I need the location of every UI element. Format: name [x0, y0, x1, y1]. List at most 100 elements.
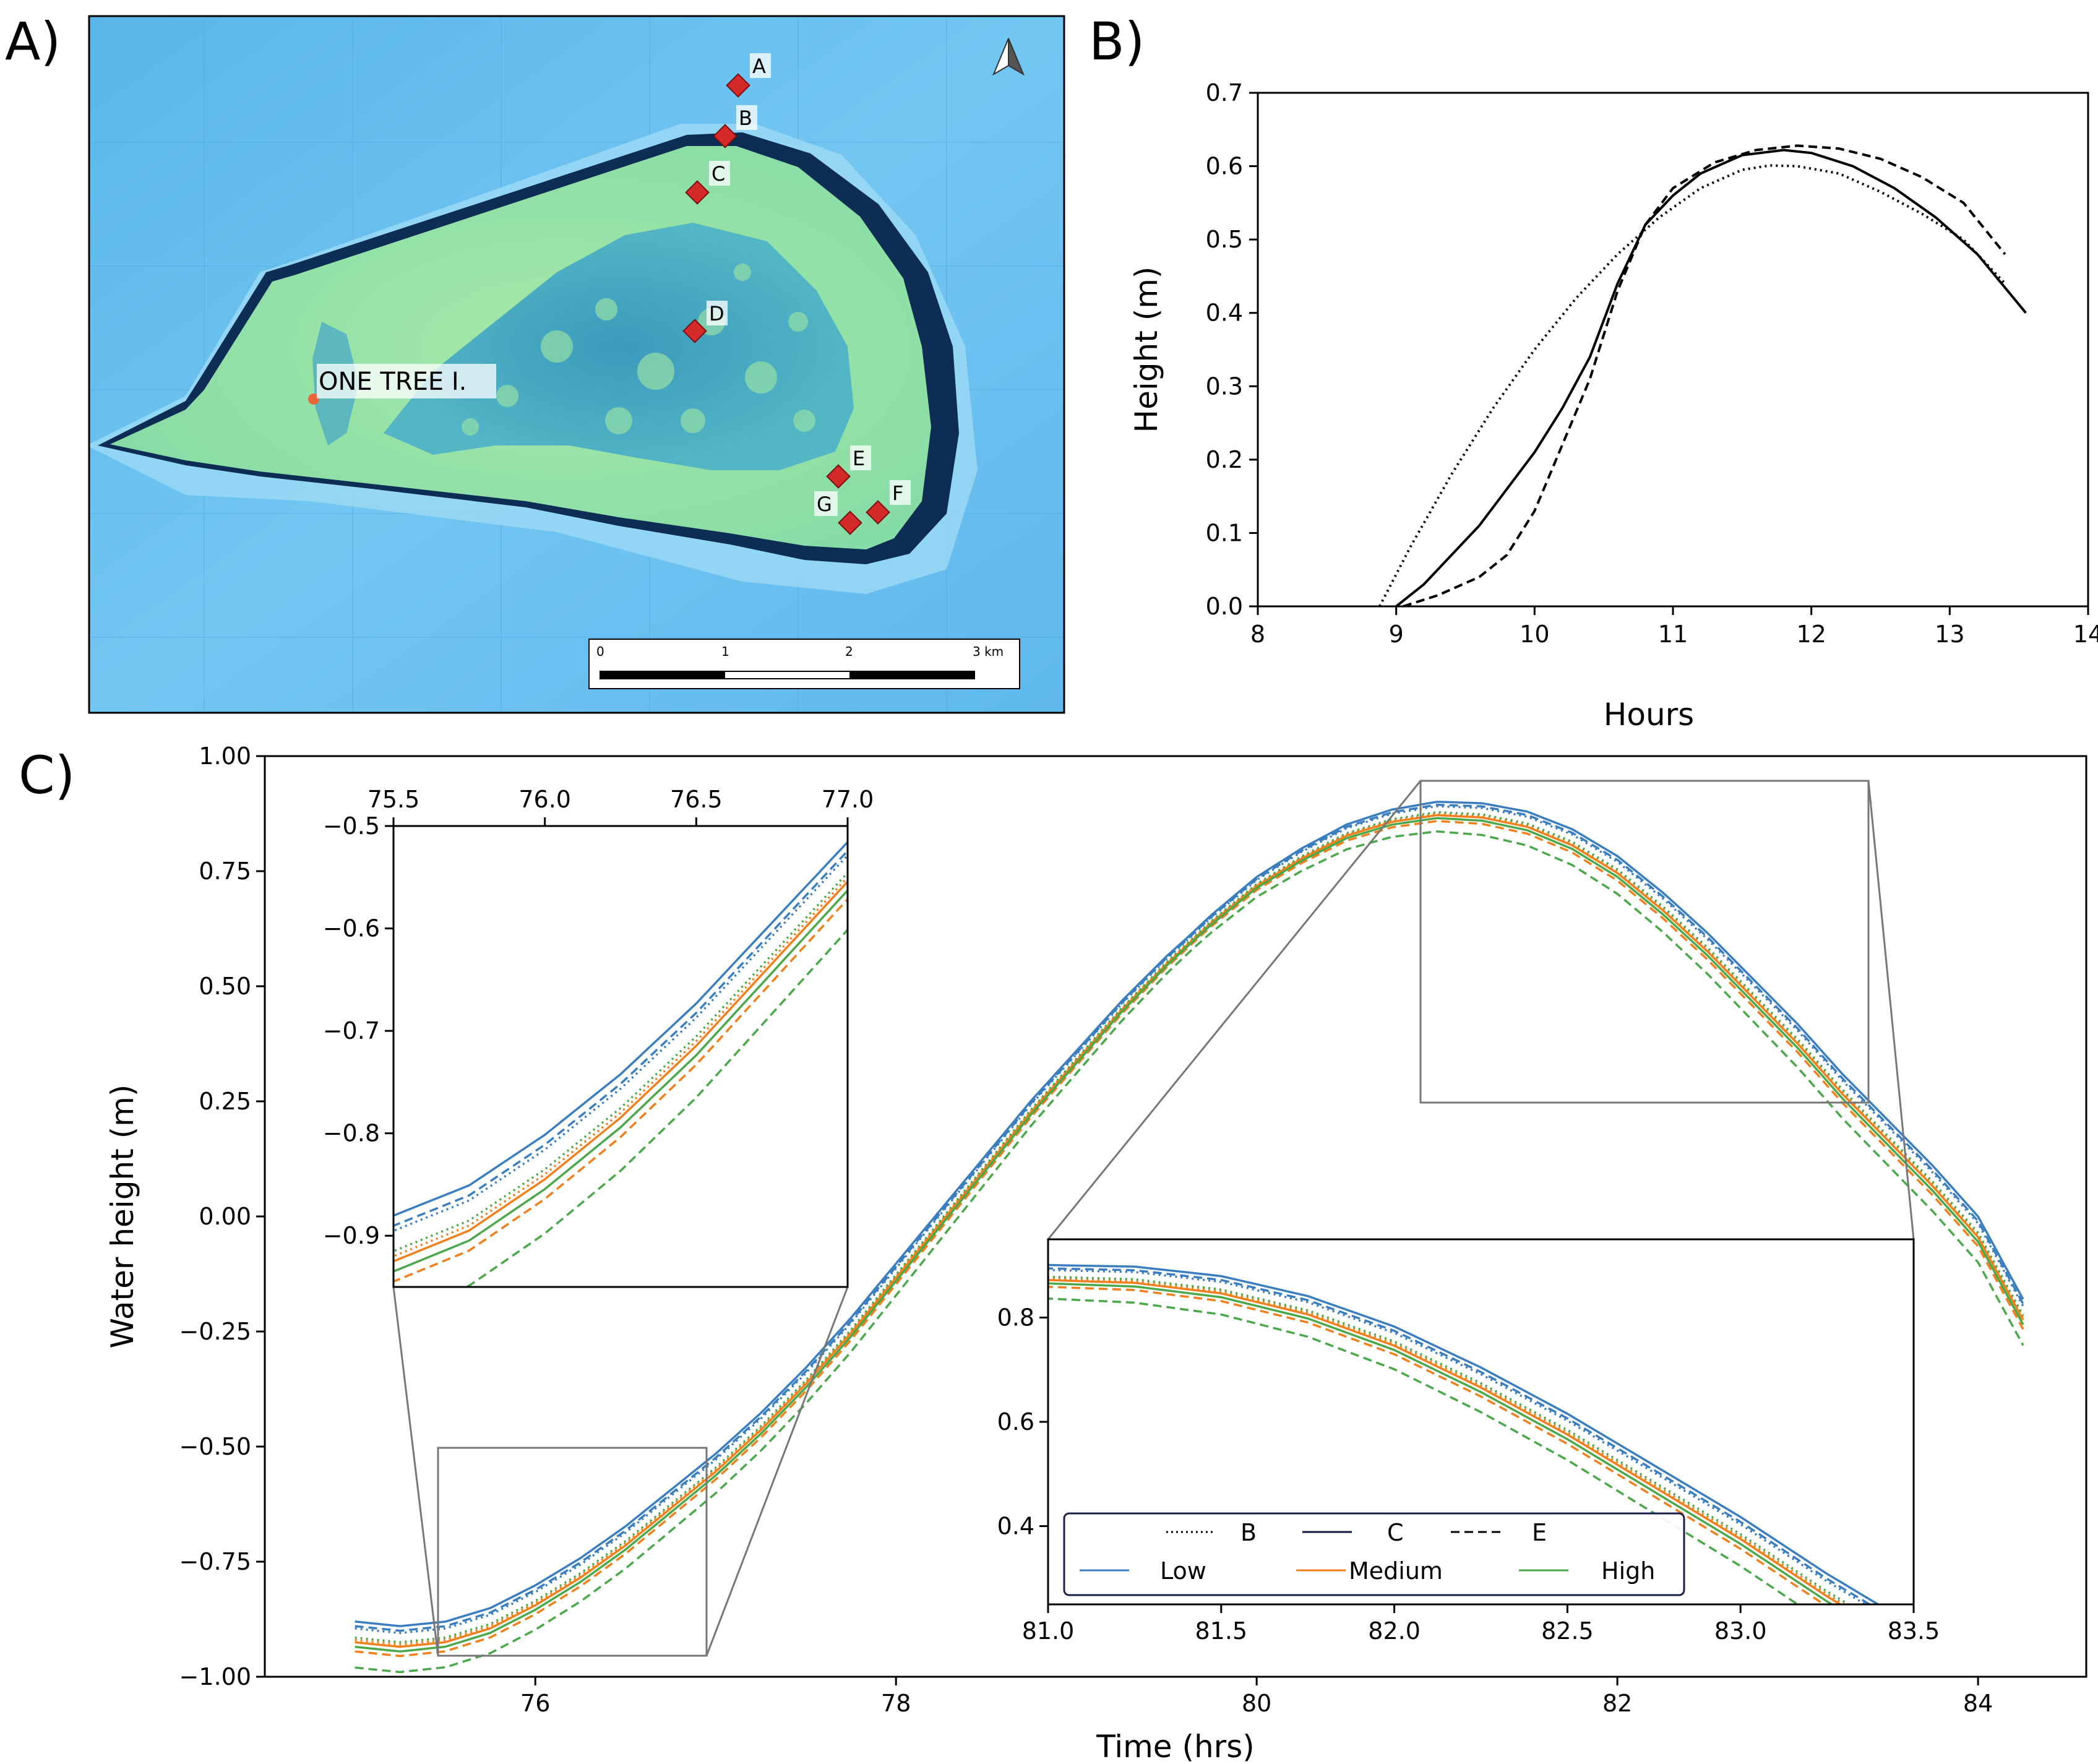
il-ticks-xtick-label: 77.0 [822, 786, 874, 813]
island-label: ONE TREE I. [319, 368, 466, 396]
chart-c: 76 78 80 82 84 −1.00 −0.75 −0.50 −0.25 0.00 0.25 0.… [105, 742, 2087, 1764]
chart-b-ytick-label: 0.1 [1206, 519, 1243, 546]
series-medium-c [355, 814, 2024, 1648]
chart-b-xtick-label: 10 [1520, 621, 1549, 648]
series-high-b [355, 811, 2024, 1643]
inset-right-series [1048, 1263, 1880, 1604]
series-high-c [1048, 1282, 1834, 1604]
chart-b-xlabel: Hours [1604, 697, 1694, 733]
series-medium-b [355, 812, 2024, 1646]
series-medium-e [355, 820, 2024, 1658]
chart-b-xtick-label: 9 [1389, 621, 1404, 648]
series-medium-e [1048, 1286, 1826, 1604]
legend-label-medium: Medium [1349, 1557, 1443, 1585]
ir-ticks-xtick-label: 81.5 [1195, 1617, 1247, 1645]
chart-b-xtick-label: 8 [1250, 621, 1265, 648]
chart-c-ylabel: Water height (m) [105, 1085, 140, 1349]
scale-tick-0: 0 [596, 644, 604, 659]
c-ticks-ytick-label: −0.25 [179, 1318, 251, 1345]
chart-b-ytick-label: 0.2 [1206, 446, 1243, 473]
panel-label-c: C) [19, 745, 75, 806]
chart-b-series-solid [1395, 148, 2027, 608]
chart-b-ytick-label: 0.0 [1206, 593, 1243, 620]
zoom-connectors [392, 780, 1915, 1656]
legend-label-high: High [1601, 1557, 1655, 1585]
chart-b-series-dashed [1403, 144, 2006, 608]
il-ticks-ytick-label: −0.8 [323, 1120, 380, 1147]
series-high-c [355, 817, 2024, 1653]
svg-text:A: A [752, 54, 766, 78]
site-marker-f: F [866, 480, 911, 525]
c-ticks-ytick-label: 0.25 [199, 1088, 251, 1115]
c-ticks-xtick-label: 80 [1242, 1690, 1271, 1717]
chart-b-ytick-label: 0.3 [1206, 372, 1243, 400]
c-ticks-ytick-label: −0.50 [179, 1433, 251, 1460]
svg-text:C: C [712, 162, 725, 186]
panel-label-b: B) [1089, 11, 1145, 72]
site-marker-b: B [713, 105, 757, 148]
site-marker-a: A [726, 53, 771, 98]
svg-text:B: B [739, 106, 752, 130]
legend-label-low: Low [1160, 1557, 1206, 1585]
c-ticks-ytick-label: 1.00 [199, 742, 251, 770]
series-high-e [463, 928, 848, 1287]
ir-ticks-xtick-label: 83.5 [1888, 1617, 1940, 1645]
series-low-c [393, 840, 848, 1217]
inset-right-ticks: 81.0 81.5 82.0 82.5 83.0 83.5 0.4 0.6 0.8 [997, 1304, 1940, 1645]
map-frame [88, 15, 1065, 714]
zoom-box-right [1419, 780, 1870, 1104]
ir-ticks-xtick-label: 82.5 [1541, 1617, 1594, 1645]
chart-b-ticks: 8 9 10 11 12 13 14 0.0 0.1 0.2 0.3 0.4 0.5 0.6 0.7 [1206, 79, 2098, 648]
c-ticks-ytick-label: 0.00 [199, 1203, 251, 1230]
legend-label-e: E [1532, 1519, 1547, 1546]
chart-b-ytick-label: 0.7 [1206, 79, 1243, 106]
north-arrow-icon [992, 38, 1025, 76]
chart-b-xtick-label: 14 [2073, 621, 2098, 648]
series-medium-c [393, 880, 848, 1263]
ir-ticks-xtick-label: 83.0 [1714, 1617, 1767, 1645]
svg-text:G: G [817, 493, 832, 516]
series-medium-e [393, 897, 848, 1283]
inset-left-series [393, 840, 848, 1287]
ir-ticks-xtick-label: 82.0 [1368, 1617, 1421, 1645]
il-ticks-xtick-label: 76.0 [518, 786, 571, 813]
il-ticks-ytick-label: −0.7 [323, 1017, 380, 1044]
inset-left-ticks: 75.5 76.0 76.5 77.0 −0.9 −0.8 −0.7 −0.6 −0.5 [323, 786, 874, 1249]
il-ticks-ytick-label: −0.9 [323, 1222, 380, 1249]
series-high-b [1048, 1275, 1851, 1604]
il-ticks-ytick-label: −0.5 [323, 812, 380, 840]
chart-b: 8 9 10 11 12 13 14 0.0 0.1 0.2 0.3 0.4 0.5 0.6 0.7 Hou… [1129, 79, 2098, 733]
series-low-c [355, 801, 2024, 1627]
legend-label-c: C [1387, 1519, 1404, 1546]
site-markers: A B C D E [682, 53, 911, 535]
c-ticks-ytick-label: 0.75 [199, 858, 251, 885]
svg-text:E: E [853, 447, 865, 470]
chart-b-xtick-label: 11 [1658, 621, 1688, 648]
chart-b-series [1378, 144, 2027, 608]
svg-text:D: D [709, 302, 724, 325]
c-ticks-ytick-label: −0.75 [179, 1548, 251, 1575]
scale-tick-3: 3 km [973, 644, 1004, 659]
chart-b-ytick-label: 0.4 [1206, 299, 1243, 327]
lagoon [384, 223, 854, 470]
inset-left-frame [392, 825, 849, 1288]
chart-b-ytick-label: 0.5 [1206, 226, 1243, 253]
chart-c-ticks: 76 78 80 82 84 −1.00 −0.75 −0.50 −0.25 0.00 0.25 0.… [179, 742, 1993, 1717]
c-ticks-xtick-label: 84 [1963, 1690, 1993, 1717]
chart-b-ylabel: Height (m) [1129, 267, 1164, 433]
inset-right: 81.0 81.5 82.0 82.5 83.0 83.5 0.4 0.6 0.8 B C E … [997, 1238, 1940, 1645]
il-ticks-ytick-label: −0.6 [323, 915, 380, 942]
series-medium-b [1048, 1277, 1847, 1604]
island-marker [308, 394, 319, 405]
chart-b-xtick-label: 12 [1796, 621, 1826, 648]
series-medium-c [1048, 1279, 1842, 1604]
svg-text:F: F [892, 481, 903, 505]
series-low-b [1048, 1268, 1868, 1604]
chart-b-frame [1257, 92, 2089, 608]
c-ticks-ytick-label: −1.00 [179, 1663, 251, 1690]
site-marker-d: D [682, 301, 728, 343]
series-high-e [1048, 1297, 1800, 1604]
series-low-e [393, 849, 848, 1227]
series-high-b [393, 871, 848, 1252]
